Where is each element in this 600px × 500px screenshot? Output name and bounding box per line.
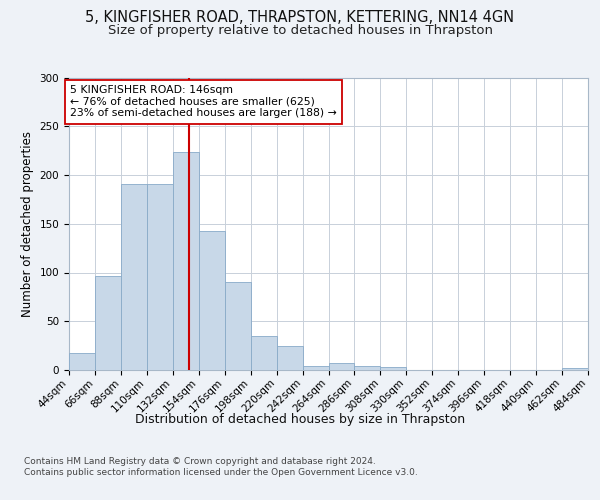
Bar xyxy=(69,354,95,370)
Bar xyxy=(380,367,406,370)
Text: Distribution of detached houses by size in Thrapston: Distribution of detached houses by size … xyxy=(135,412,465,426)
Bar xyxy=(329,363,355,370)
Bar xyxy=(277,346,302,370)
Text: 5 KINGFISHER ROAD: 146sqm
← 76% of detached houses are smaller (625)
23% of semi: 5 KINGFISHER ROAD: 146sqm ← 76% of detac… xyxy=(70,86,337,118)
Y-axis label: Number of detached properties: Number of detached properties xyxy=(21,130,34,317)
Text: 5, KINGFISHER ROAD, THRAPSTON, KETTERING, NN14 4GN: 5, KINGFISHER ROAD, THRAPSTON, KETTERING… xyxy=(85,10,515,25)
Bar xyxy=(302,366,329,370)
Text: Contains HM Land Registry data © Crown copyright and database right 2024.
Contai: Contains HM Land Registry data © Crown c… xyxy=(24,458,418,477)
Text: Size of property relative to detached houses in Thrapston: Size of property relative to detached ho… xyxy=(107,24,493,37)
Bar xyxy=(199,230,224,370)
Bar xyxy=(251,336,277,370)
Bar xyxy=(95,276,121,370)
Bar xyxy=(355,366,380,370)
Bar xyxy=(562,368,588,370)
Bar xyxy=(121,184,147,370)
Bar xyxy=(173,152,199,370)
Bar xyxy=(147,184,173,370)
Bar xyxy=(224,282,251,370)
